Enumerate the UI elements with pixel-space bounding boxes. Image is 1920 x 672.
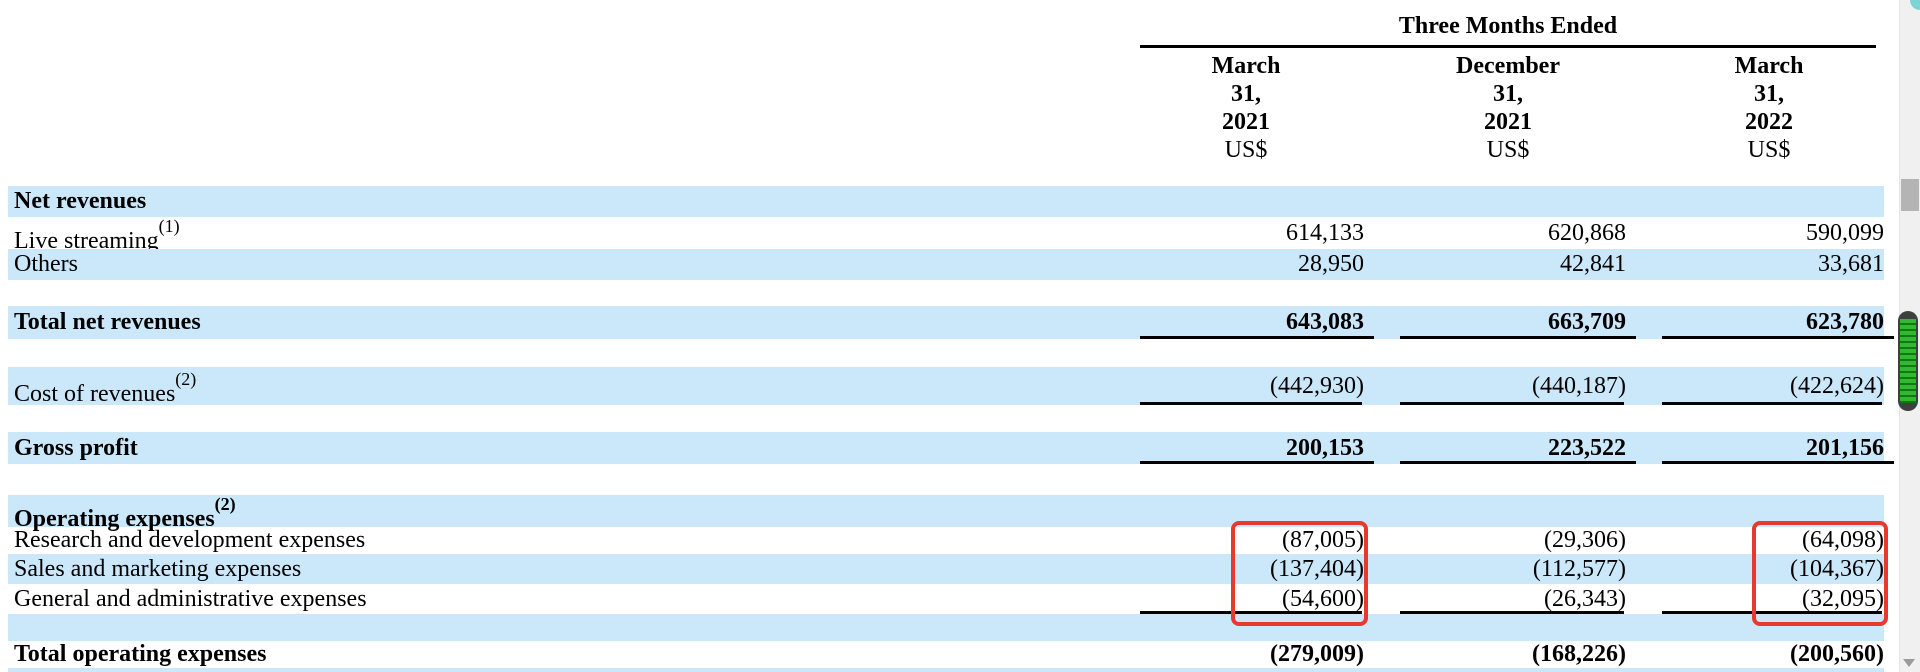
- row-label: Total operating expenses: [14, 641, 267, 667]
- teal-corner-decoration: [1910, 0, 1920, 10]
- value-cell: 33,681: [1818, 251, 1884, 277]
- value-cell: (137,404): [1270, 556, 1364, 582]
- column-header-line: 31,: [1493, 81, 1523, 107]
- row-label: Others: [14, 251, 78, 277]
- partial-next-row: [8, 668, 1884, 672]
- footnote-ref: (1): [158, 216, 180, 236]
- currency-label: US$: [1486, 137, 1530, 163]
- footnote-ref: (2): [175, 369, 197, 389]
- value-cell: (440,187): [1390, 367, 1636, 405]
- column-header-line: 2021: [1484, 109, 1532, 135]
- value-cell: (54,600): [1130, 584, 1374, 614]
- value-cell: (32,095): [1652, 584, 1894, 614]
- column-header-december-2021: December 31, 2021 US$: [1400, 52, 1616, 168]
- value-cell: (168,226): [1532, 641, 1626, 667]
- table-span-header: Three Months Ended: [1398, 13, 1618, 39]
- row-research-development: Research and development expenses (87,00…: [8, 527, 1884, 554]
- currency-label: US$: [1747, 137, 1791, 163]
- row-label: Net revenues: [14, 188, 147, 214]
- scroll-indicator-stripes: [1900, 319, 1916, 403]
- value-cell: (87,005): [1282, 527, 1364, 553]
- column-header-march-2022: March 31, 2022 US$: [1662, 52, 1876, 168]
- row-cost-of-revenues: Cost of revenues(2) (442,930) (440,187) …: [8, 367, 1884, 407]
- row-label: Research and development expenses: [14, 527, 366, 553]
- highlight-box-col3: [1752, 521, 1888, 626]
- value-cell: (279,009): [1270, 641, 1364, 667]
- scroll-position-indicator[interactable]: [1898, 311, 1918, 411]
- row-label: Gross profit: [14, 435, 138, 461]
- value-cell: 643,083: [1130, 306, 1386, 339]
- highlight-box-col1: [1231, 521, 1368, 626]
- column-header-line: 31,: [1231, 81, 1261, 107]
- value-cell: 42,841: [1560, 251, 1626, 277]
- value-cell: 590,099: [1806, 220, 1884, 246]
- row-label: Live streaming(1): [14, 216, 180, 254]
- value-cell: 201,156: [1652, 432, 1906, 464]
- value-cell: (200,560): [1790, 641, 1884, 667]
- value-cell: 623,780: [1652, 306, 1906, 339]
- footnote-ref: (2): [214, 494, 236, 514]
- column-header-march-2021: March 31, 2021 US$: [1140, 52, 1352, 168]
- value-cell: 614,133: [1286, 220, 1364, 246]
- value-cell: 200,153: [1130, 432, 1386, 464]
- column-header-line: 2021: [1222, 109, 1270, 135]
- row-net-revenues: Net revenues: [8, 186, 1884, 217]
- row-sales-marketing: Sales and marketing expenses (137,404) (…: [8, 554, 1884, 584]
- column-header-line: 2022: [1745, 109, 1793, 135]
- value-cell: (442,930): [1130, 367, 1374, 405]
- value-cell: 663,709: [1390, 306, 1648, 339]
- row-live-streaming: Live streaming(1) 614,133 620,868 590,09…: [8, 216, 1884, 254]
- row-gross-profit: Gross profit 200,153 223,522 201,156: [8, 432, 1894, 464]
- value-cell: (104,367): [1790, 556, 1884, 582]
- row-label: Cost of revenues(2): [14, 369, 197, 407]
- scroll-down-arrow-icon[interactable]: [1903, 659, 1915, 667]
- row-operating-expenses: Operating expenses(2): [8, 494, 1884, 532]
- value-cell: 620,868: [1548, 220, 1626, 246]
- row-total-operating-expenses: Total operating expenses (279,009) (168,…: [8, 641, 1884, 668]
- row-others: Others 28,950 42,841 33,681: [8, 249, 1884, 280]
- value-cell: (112,577): [1532, 556, 1626, 582]
- scrollbar-thumb[interactable]: [1901, 179, 1919, 211]
- row-label: General and administrative expenses: [14, 586, 367, 612]
- row-label: Sales and marketing expenses: [14, 556, 302, 582]
- header-rule: [1140, 45, 1876, 48]
- value-cell: (26,343): [1390, 584, 1636, 614]
- value-cell: (64,098): [1802, 527, 1884, 553]
- currency-label: US$: [1224, 137, 1268, 163]
- row-label: Total net revenues: [14, 309, 201, 335]
- value-cell: (422,624): [1652, 367, 1894, 405]
- value-cell: 223,522: [1390, 432, 1648, 464]
- column-header-line: March: [1734, 53, 1804, 79]
- value-cell: 28,950: [1298, 251, 1364, 277]
- column-header-line: December: [1456, 53, 1560, 79]
- row-general-administrative: General and administrative expenses (54,…: [8, 584, 1884, 614]
- column-header-line: 31,: [1754, 81, 1784, 107]
- column-header-line: March: [1211, 53, 1281, 79]
- spacer-row: [8, 614, 1884, 641]
- row-label: Operating expenses(2): [14, 494, 236, 532]
- value-cell: (29,306): [1544, 527, 1626, 553]
- row-total-net-revenues: Total net revenues 643,083 663,709 623,7…: [8, 306, 1894, 339]
